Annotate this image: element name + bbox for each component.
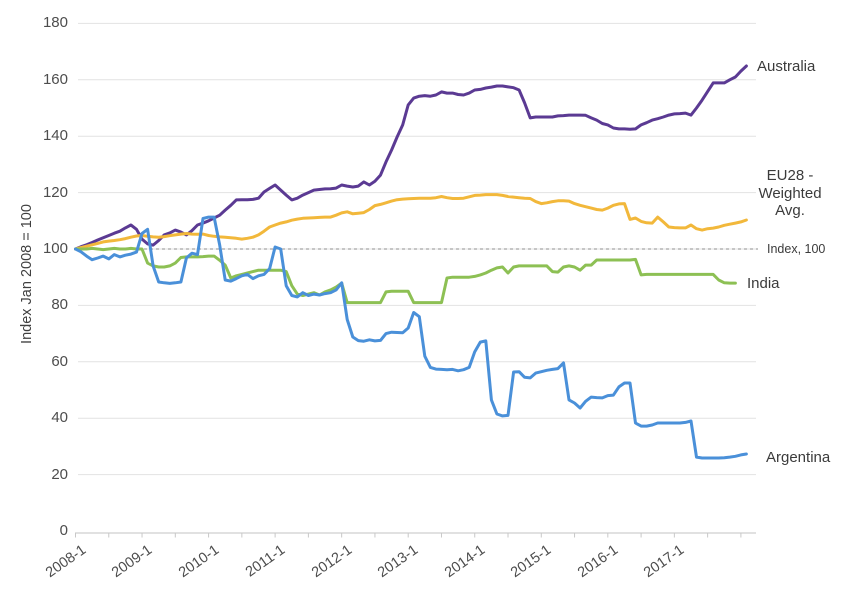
- y-tick-label-120: 120: [42, 183, 68, 201]
- series-line-eu28-weighted-avg-: [74, 193, 748, 251]
- series-label-india-text: India: [747, 275, 780, 292]
- series-label-australia: Australia: [757, 58, 815, 76]
- y-tick-label-180: 180: [42, 14, 68, 32]
- y-axis-title: Index Jan 2008 = 100: [19, 204, 35, 344]
- series-label-eu28: EU28 - Weighted Avg.: [752, 167, 828, 220]
- series-label-argentina-text: Argentina: [766, 449, 831, 466]
- series-lines: [74, 64, 748, 460]
- series-label-eu28-line2: Weighted: [758, 184, 822, 202]
- y-tick-label-160: 160: [42, 70, 68, 88]
- x-axis-line-and-ticks: [75, 532, 756, 538]
- y-tick-label-100: 100: [42, 240, 68, 257]
- y-tick-label-60: 60: [51, 352, 68, 370]
- y-tick-label-140: 140: [42, 127, 68, 145]
- series-line-india: [74, 246, 737, 305]
- series-label-eu28-line3: Avg.: [775, 202, 805, 219]
- series-label-eu28-line1: EU28 -: [766, 167, 814, 184]
- y-tick-label-20: 20: [51, 465, 68, 483]
- reference-line-label: Index, 100: [767, 242, 826, 256]
- series-label-argentina: Argentina: [766, 449, 830, 467]
- series-line-argentina: [74, 215, 748, 460]
- y-tick-label-40: 40: [51, 409, 68, 427]
- y-tick-label-80: 80: [51, 296, 68, 314]
- series-label-india: India: [747, 275, 780, 293]
- y-tick-label-0: 0: [59, 522, 68, 539]
- series-label-australia-text: Australia: [757, 58, 816, 75]
